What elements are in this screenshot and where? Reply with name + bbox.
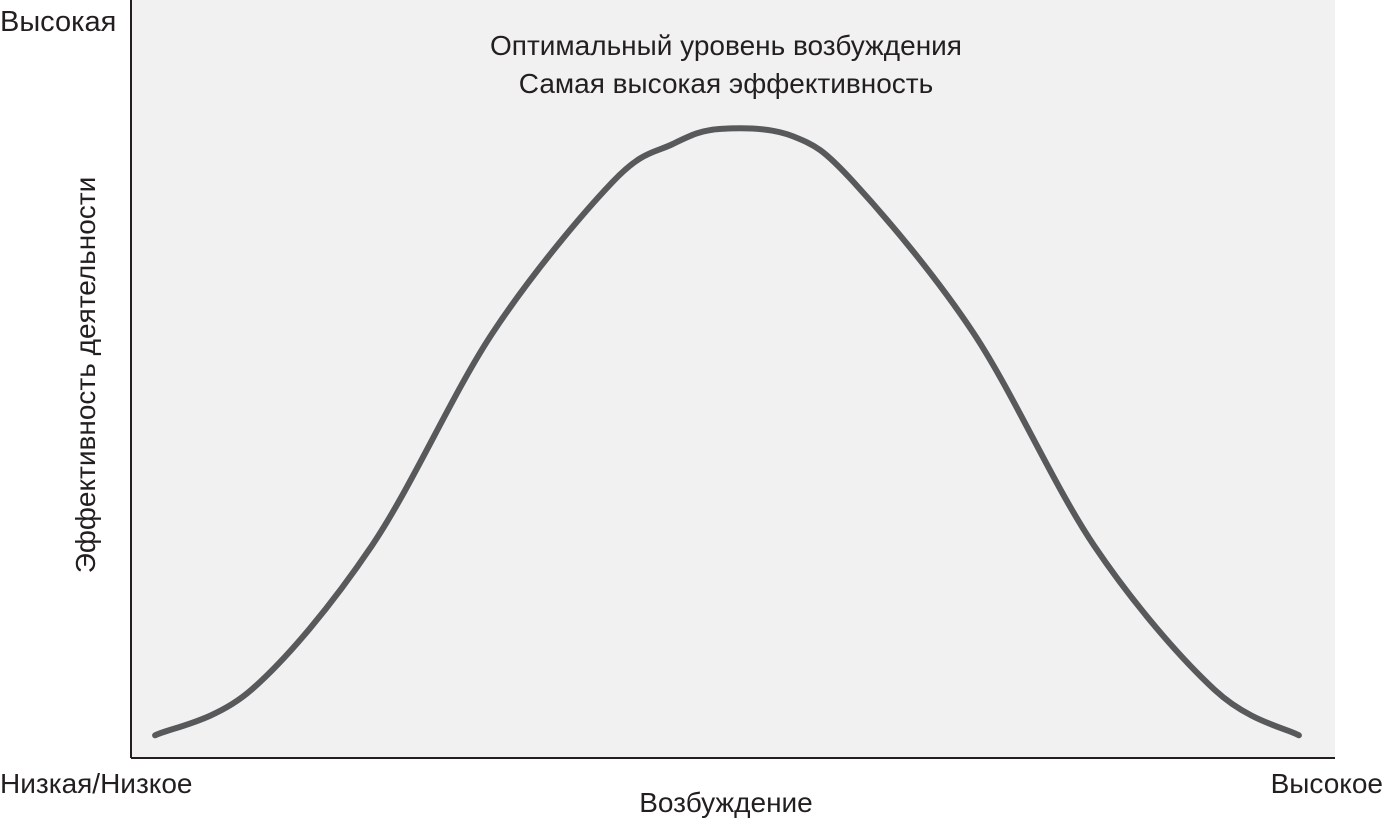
x-axis-low-label: Низкая/Низкое [0, 768, 193, 799]
chart-title-line-2: Самая высокая эффективность [519, 68, 933, 99]
arousal-performance-curve [152, 125, 1302, 739]
x-axis-label: Возбуждение [639, 787, 813, 818]
plot-area [131, 0, 1335, 758]
y-axis-label: Эффективность деятельности [70, 177, 101, 574]
x-axis-high-label: Высокое [1271, 768, 1383, 799]
y-axis-high-label: Высокая [0, 6, 116, 38]
chart-title-line-1: Оптимальный уровень возбуждения [490, 30, 962, 61]
